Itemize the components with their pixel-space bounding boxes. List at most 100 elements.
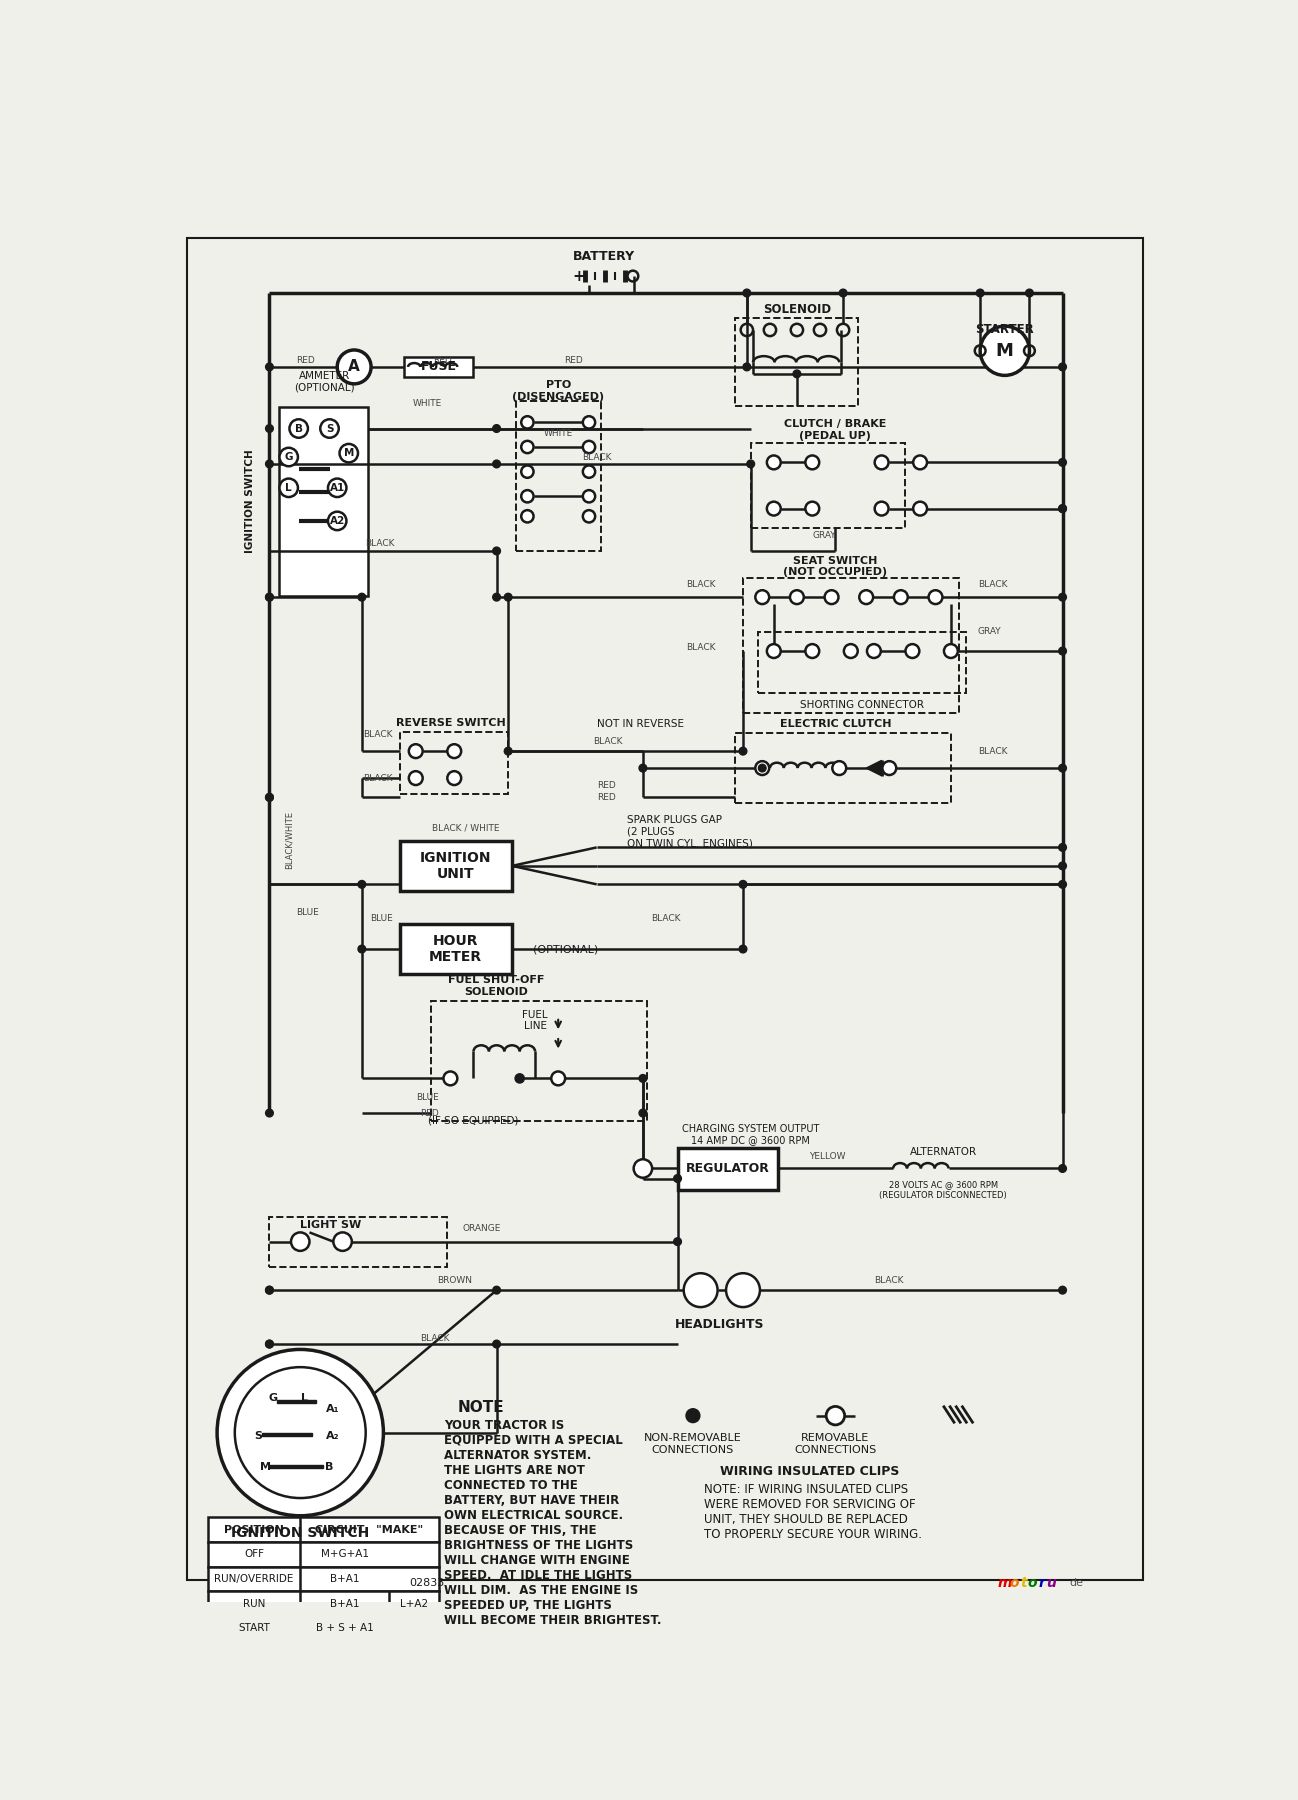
Circle shape <box>583 441 596 454</box>
Circle shape <box>639 1109 646 1116</box>
Bar <box>735 733 951 803</box>
Text: BLACK: BLACK <box>687 643 716 652</box>
Text: M+G+A1: M+G+A1 <box>321 1550 369 1559</box>
Circle shape <box>279 479 299 497</box>
Text: LIGHT SW: LIGHT SW <box>300 1220 362 1229</box>
Circle shape <box>1059 1165 1067 1172</box>
Text: IGNITION SWITCH: IGNITION SWITCH <box>245 448 256 553</box>
Text: REMOVABLE
CONNECTIONS: REMOVABLE CONNECTIONS <box>794 1433 876 1454</box>
Text: ORANGE: ORANGE <box>462 1224 501 1233</box>
Circle shape <box>684 1273 718 1307</box>
Circle shape <box>832 761 846 776</box>
Bar <box>735 317 858 407</box>
Circle shape <box>894 590 907 605</box>
Bar <box>400 733 508 794</box>
Text: o: o <box>1010 1575 1019 1589</box>
Text: RED: RED <box>597 781 615 790</box>
Text: START: START <box>238 1624 270 1633</box>
Text: B: B <box>295 423 302 434</box>
Circle shape <box>726 1273 759 1307</box>
Circle shape <box>805 644 819 659</box>
Bar <box>758 632 966 693</box>
Circle shape <box>742 364 750 371</box>
Circle shape <box>1059 862 1067 869</box>
Text: RED: RED <box>296 356 315 365</box>
Bar <box>431 1001 646 1121</box>
Text: BLUE: BLUE <box>296 909 319 918</box>
Circle shape <box>739 945 746 952</box>
Text: NON-REMOVABLE
CONNECTIONS: NON-REMOVABLE CONNECTIONS <box>644 1433 742 1454</box>
Polygon shape <box>262 1433 312 1436</box>
Circle shape <box>266 425 274 432</box>
Text: BLACK: BLACK <box>363 774 392 783</box>
Circle shape <box>875 502 889 515</box>
Circle shape <box>444 1071 457 1085</box>
Circle shape <box>291 1233 309 1251</box>
Text: r: r <box>1038 1575 1045 1589</box>
Circle shape <box>906 644 919 659</box>
Text: YOUR TRACTOR IS
EQUIPPED WITH A SPECIAL
ALTERNATOR SYSTEM.
THE LIGHTS ARE NOT
CO: YOUR TRACTOR IS EQUIPPED WITH A SPECIAL … <box>444 1418 662 1627</box>
Circle shape <box>493 594 501 601</box>
Text: A1: A1 <box>330 482 345 493</box>
Text: BLACK: BLACK <box>977 747 1007 756</box>
Text: G: G <box>284 452 293 463</box>
Circle shape <box>742 290 750 297</box>
Circle shape <box>1059 765 1067 772</box>
Text: RED: RED <box>421 1109 439 1118</box>
Circle shape <box>448 743 461 758</box>
Circle shape <box>328 511 347 531</box>
Circle shape <box>1059 504 1067 513</box>
Circle shape <box>928 590 942 605</box>
Text: G: G <box>269 1393 278 1402</box>
Text: HOUR
METER: HOUR METER <box>430 934 483 965</box>
Text: BLACK/WHITE: BLACK/WHITE <box>284 810 293 869</box>
Text: BLACK: BLACK <box>593 736 622 745</box>
Circle shape <box>755 590 770 605</box>
Text: SEAT SWITCH
(NOT OCCUPIED): SEAT SWITCH (NOT OCCUPIED) <box>783 556 888 578</box>
Circle shape <box>289 419 308 437</box>
Text: A₁: A₁ <box>326 1404 339 1415</box>
Circle shape <box>976 290 984 297</box>
Text: m: m <box>998 1575 1012 1589</box>
Circle shape <box>493 547 501 554</box>
Text: M: M <box>344 448 354 459</box>
Circle shape <box>944 644 958 659</box>
Text: IGNITION SWITCH: IGNITION SWITCH <box>231 1526 370 1539</box>
Circle shape <box>844 644 858 659</box>
Circle shape <box>875 455 889 470</box>
Text: WHITE: WHITE <box>544 430 572 439</box>
Circle shape <box>687 1409 700 1422</box>
Polygon shape <box>866 760 881 776</box>
Circle shape <box>1059 594 1067 601</box>
Text: OFF: OFF <box>244 1550 263 1559</box>
Bar <box>208 1616 439 1640</box>
Circle shape <box>493 425 501 432</box>
Text: BLACK: BLACK <box>977 580 1007 589</box>
Circle shape <box>1059 364 1067 371</box>
Text: B: B <box>326 1462 334 1472</box>
Text: FUEL SHUT-OFF
SOLENOID: FUEL SHUT-OFF SOLENOID <box>448 976 545 997</box>
Circle shape <box>639 1075 646 1082</box>
Text: BATTERY: BATTERY <box>574 250 636 263</box>
Bar <box>400 925 511 974</box>
Circle shape <box>328 479 347 497</box>
Circle shape <box>805 455 819 470</box>
Text: M: M <box>996 342 1014 360</box>
Circle shape <box>493 1287 501 1294</box>
Text: NOTE: IF WIRING INSULATED CLIPS
WERE REMOVED FOR SERVICING OF
UNIT, THEY SHOULD : NOTE: IF WIRING INSULATED CLIPS WERE REM… <box>705 1483 923 1541</box>
Bar <box>208 1591 439 1616</box>
Circle shape <box>522 509 533 522</box>
Circle shape <box>505 594 511 601</box>
Circle shape <box>583 490 596 502</box>
Circle shape <box>266 364 274 371</box>
Circle shape <box>583 416 596 428</box>
Text: RED: RED <box>434 356 452 365</box>
Text: B+A1: B+A1 <box>330 1598 360 1609</box>
Text: de: de <box>1070 1579 1084 1588</box>
Text: NOT IN REVERSE: NOT IN REVERSE <box>597 720 684 729</box>
Circle shape <box>552 1071 565 1085</box>
Circle shape <box>334 1233 352 1251</box>
Circle shape <box>840 290 848 297</box>
Bar <box>742 578 959 713</box>
Text: L: L <box>301 1393 308 1402</box>
